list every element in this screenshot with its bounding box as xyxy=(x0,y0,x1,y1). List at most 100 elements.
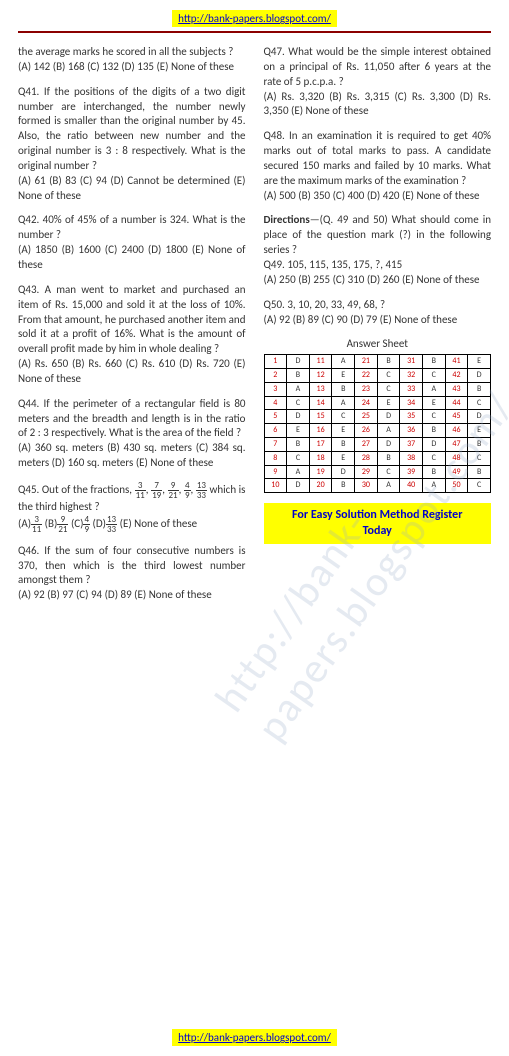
table-row: 2B12E22C32C42D xyxy=(264,368,491,382)
answer-sheet-block: Answer Sheet 1D11A21B31B41E2B12E22C32C42… xyxy=(264,337,492,543)
table-cell: 25 xyxy=(355,410,378,424)
divider xyxy=(18,31,491,33)
table-cell: B xyxy=(422,465,445,479)
table-cell: 41 xyxy=(445,355,468,369)
table-cell: D xyxy=(377,410,400,424)
table-cell: E xyxy=(377,396,400,410)
table-cell: 50 xyxy=(445,479,468,493)
register-banner[interactable]: For Easy Solution Method Register Today xyxy=(264,503,492,543)
table-cell: B xyxy=(332,479,355,493)
table-cell: 28 xyxy=(355,451,378,465)
table-cell: B xyxy=(422,424,445,438)
table-cell: B xyxy=(468,437,491,451)
table-cell: C xyxy=(287,396,310,410)
dir-label: Directions xyxy=(264,213,310,226)
table-cell: 49 xyxy=(445,465,468,479)
q41-text: Q41. If the positions of the digits of a… xyxy=(18,85,246,172)
q40-tail: the average marks he scored in all the s… xyxy=(18,45,246,75)
table-cell: 16 xyxy=(309,424,332,438)
table-row: 7B17B27D37D47B xyxy=(264,437,491,451)
table-cell: A xyxy=(422,479,445,493)
table-cell: 39 xyxy=(400,465,423,479)
q50: Q50. 3, 10, 20, 33, 49, 68, ? (A) 92 (B)… xyxy=(264,298,492,328)
table-cell: C xyxy=(468,479,491,493)
header-url[interactable]: http://bank-papers.blogspot.com/ xyxy=(172,10,337,27)
table-cell: C xyxy=(422,368,445,382)
table-cell: C xyxy=(422,451,445,465)
table-cell: D xyxy=(377,437,400,451)
q45-text1: Q45. Out of the fractions, xyxy=(18,483,132,496)
table-cell: 43 xyxy=(445,382,468,396)
table-cell: 26 xyxy=(355,424,378,438)
q46: Q46. If the sum of four consecutive numb… xyxy=(18,544,246,603)
table-cell: B xyxy=(422,355,445,369)
table-row: 1D11A21B31B41E xyxy=(264,355,491,369)
table-cell: D xyxy=(332,465,355,479)
table-cell: 40 xyxy=(400,479,423,493)
directions: Directions—(Q. 49 and 50) What should co… xyxy=(264,213,492,287)
table-cell: B xyxy=(332,437,355,451)
table-cell: D xyxy=(287,355,310,369)
table-cell: 24 xyxy=(355,396,378,410)
table-cell: E xyxy=(332,451,355,465)
table-cell: E xyxy=(332,424,355,438)
table-cell: 47 xyxy=(445,437,468,451)
opt-a-frac: 311 xyxy=(31,515,42,534)
table-cell: A xyxy=(332,355,355,369)
table-cell: 32 xyxy=(400,368,423,382)
table-cell: A xyxy=(332,396,355,410)
table-cell: B xyxy=(377,451,400,465)
table-cell: C xyxy=(287,451,310,465)
footer-url[interactable]: http://bank-papers.blogspot.com/ xyxy=(172,1029,337,1046)
table-cell: 19 xyxy=(309,465,332,479)
reg-line2: Today xyxy=(363,524,392,538)
q44-opts: (A) 360 sq. meters (B) 430 sq. meters (C… xyxy=(18,441,246,469)
q49-opts: (A) 250 (B) 255 (C) 310 (D) 260 (E) None… xyxy=(264,273,480,286)
q45-optE: (E) None of these xyxy=(120,517,198,530)
table-cell: 33 xyxy=(400,382,423,396)
q47: Q47. What would be the simple interest o… xyxy=(264,45,492,119)
content-columns: the average marks he scored in all the s… xyxy=(18,45,491,603)
table-cell: 8 xyxy=(264,451,287,465)
table-cell: A xyxy=(422,382,445,396)
table-cell: D xyxy=(468,410,491,424)
q48-opts: (A) 500 (B) 350 (C) 400 (D) 420 (E) None… xyxy=(264,189,480,202)
footer-url-wrap: http://bank-papers.blogspot.com/ xyxy=(0,1029,509,1046)
table-cell: D xyxy=(468,368,491,382)
q43-opts: (A) Rs. 650 (B) Rs. 660 (C) Rs. 610 (D) … xyxy=(18,357,246,385)
table-row: 6E16E26A36B46E xyxy=(264,424,491,438)
table-cell: 14 xyxy=(309,396,332,410)
q43: Q43. A man went to market and purchased … xyxy=(18,283,246,387)
table-cell: 34 xyxy=(400,396,423,410)
q50-opts: (A) 92 (B) 89 (C) 90 (D) 79 (E) None of … xyxy=(264,313,458,326)
table-cell: A xyxy=(377,424,400,438)
table-cell: D xyxy=(287,410,310,424)
table-cell: 36 xyxy=(400,424,423,438)
table-cell: E xyxy=(332,368,355,382)
answer-sheet-title: Answer Sheet xyxy=(264,337,492,352)
table-cell: 31 xyxy=(400,355,423,369)
frac-b: 719 xyxy=(151,481,162,500)
table-cell: B xyxy=(287,368,310,382)
table-row: 10D20B30A40A50C xyxy=(264,479,491,493)
table-cell: 2 xyxy=(264,368,287,382)
table-cell: A xyxy=(287,382,310,396)
table-cell: 11 xyxy=(309,355,332,369)
q48-text: Q48. In an examination it is required to… xyxy=(264,129,492,187)
header-url-wrap: http://bank-papers.blogspot.com/ xyxy=(18,10,491,27)
q42-opts: (A) 1850 (B) 1600 (C) 2400 (D) 1800 (E) … xyxy=(18,243,246,271)
q45: Q45. Out of the fractions, 311, 719, 921… xyxy=(18,481,246,534)
table-cell: 18 xyxy=(309,451,332,465)
table-cell: 37 xyxy=(400,437,423,451)
table-cell: B xyxy=(468,465,491,479)
table-cell: 13 xyxy=(309,382,332,396)
q44: Q44. If the perimeter of a rectangular f… xyxy=(18,397,246,471)
table-cell: 5 xyxy=(264,410,287,424)
q49-text: Q49. 105, 115, 135, 175, ?, 415 xyxy=(264,258,403,271)
table-cell: 6 xyxy=(264,424,287,438)
table-cell: 15 xyxy=(309,410,332,424)
table-row: 9A19D29C39B49B xyxy=(264,465,491,479)
table-cell: C xyxy=(332,410,355,424)
table-cell: 9 xyxy=(264,465,287,479)
q46-opts: (A) 92 (B) 97 (C) 94 (D) 89 (E) None of … xyxy=(18,588,212,601)
